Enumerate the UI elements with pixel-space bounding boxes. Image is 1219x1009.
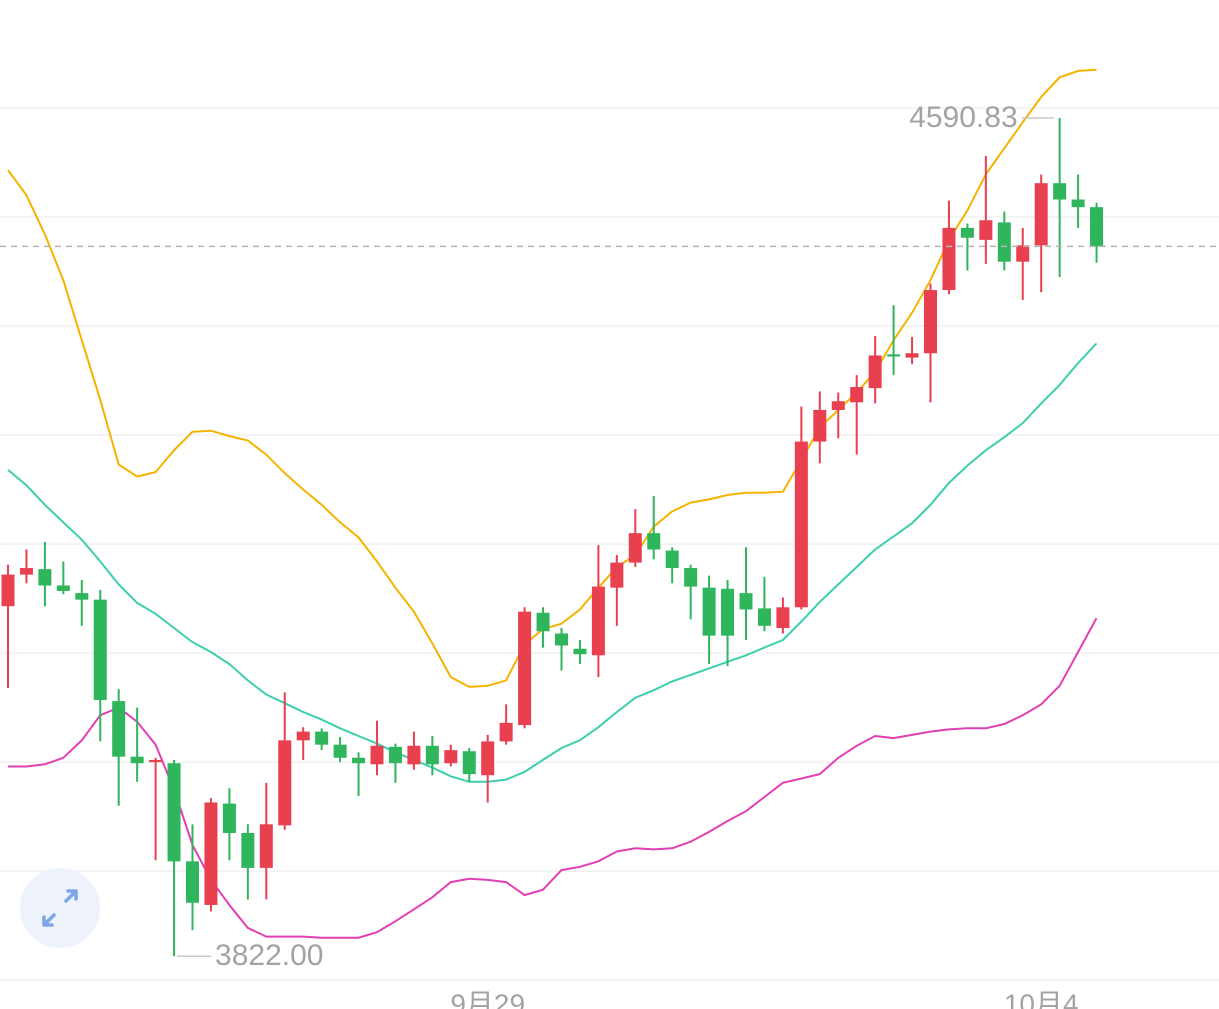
candle-body (831, 401, 845, 410)
candle-body (38, 569, 52, 586)
candle-body (75, 593, 89, 600)
candle-body (130, 756, 144, 764)
candle-body (112, 701, 126, 757)
candle-body (684, 568, 698, 587)
candle-body (315, 731, 329, 745)
candle-body (19, 568, 33, 575)
annotation-label: 3822.00 (215, 939, 323, 972)
candle-body (850, 387, 864, 403)
candle-body (518, 611, 532, 726)
candle-body (665, 550, 679, 569)
candle-body (56, 585, 70, 591)
expand-icon[interactable] (42, 889, 78, 927)
expand-button-bg[interactable] (20, 868, 100, 948)
candle-body (942, 227, 956, 291)
candle-body (647, 533, 661, 550)
candle-body (499, 722, 513, 742)
candle-body (887, 354, 901, 357)
candle-body (186, 861, 199, 903)
candle-body (1034, 183, 1048, 246)
candle-body (241, 832, 255, 868)
expand-button[interactable] (20, 868, 100, 948)
candle-body (757, 608, 771, 626)
candle-body (204, 802, 218, 905)
candle-body (628, 533, 642, 563)
candle-body (296, 731, 310, 741)
candle-body (1, 574, 15, 607)
candle-body (1071, 199, 1085, 208)
candle-body (425, 745, 439, 765)
candle-body (462, 751, 476, 775)
candle-body (739, 593, 753, 610)
candle-body (997, 222, 1011, 262)
candle-body (960, 227, 974, 238)
candle-body (1090, 207, 1104, 247)
band-line (7, 68, 1097, 688)
background-layer (0, 107, 1219, 981)
band-line (8, 617, 1098, 939)
candle-body (573, 648, 587, 655)
candle-body (93, 599, 107, 700)
candle-body (407, 745, 421, 765)
candle-body (1016, 245, 1030, 262)
candle-body (388, 746, 402, 764)
candle-body (702, 587, 716, 636)
candle-body (868, 355, 882, 389)
candle-body (905, 353, 919, 358)
annotation-label: 4590.83 (909, 101, 1017, 134)
candle-body (167, 763, 181, 862)
candle-body (776, 607, 790, 629)
candle-body (481, 741, 495, 776)
candle-body (794, 441, 808, 608)
x-tick-label: 9月29 (450, 988, 525, 1009)
candle-body (979, 220, 993, 240)
candle-body (1053, 183, 1067, 200)
candle-body (555, 633, 568, 646)
band-line (7, 342, 1098, 783)
candle-body (721, 588, 735, 636)
candle-body (536, 612, 550, 632)
candle-body (278, 740, 292, 826)
candle-body (591, 586, 605, 656)
x-tick-label: 10月4 (1004, 988, 1079, 1009)
candle-body (333, 744, 347, 758)
candle-body (444, 750, 458, 764)
candle-body (610, 562, 624, 588)
candle-body (352, 757, 366, 764)
candle-body (222, 803, 236, 833)
candle-body (149, 759, 163, 763)
candle-body (370, 745, 384, 765)
candle-body (259, 824, 273, 868)
candle-body (813, 409, 827, 442)
candle-body (924, 290, 937, 354)
